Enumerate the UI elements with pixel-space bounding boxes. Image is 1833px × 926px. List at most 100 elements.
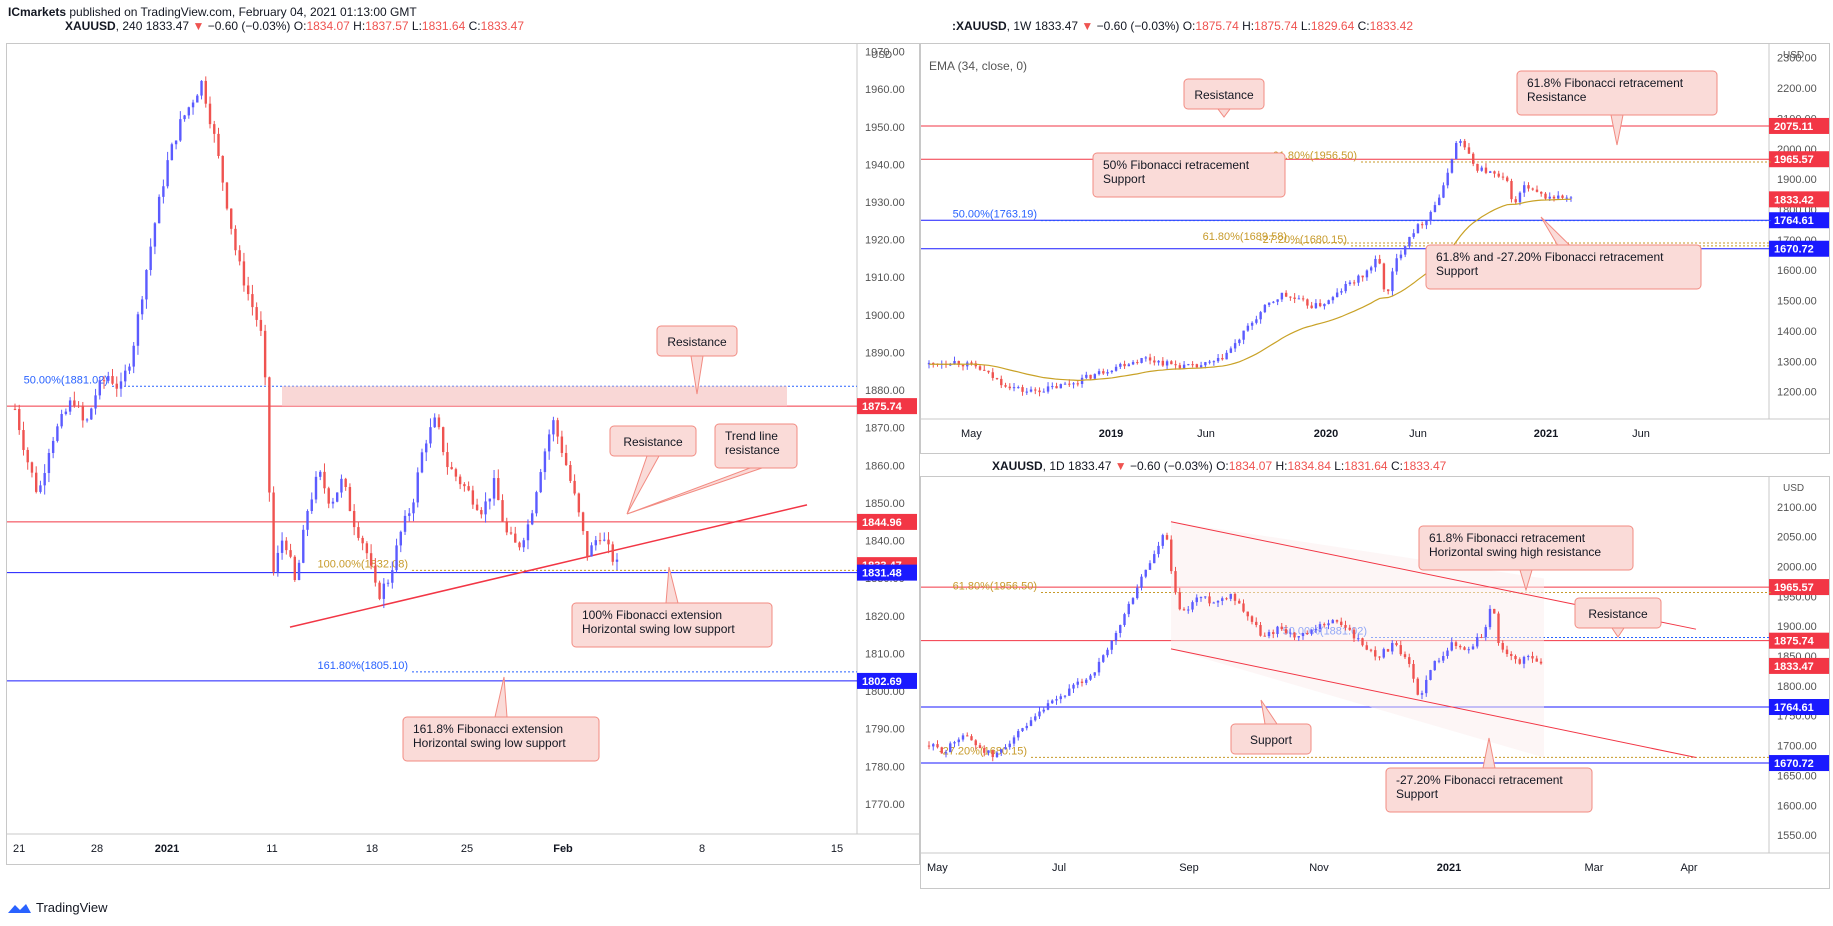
callout-text: Resistance xyxy=(667,335,727,349)
candle xyxy=(458,474,462,490)
candle-body xyxy=(73,400,76,406)
candle xyxy=(1187,606,1190,614)
candle-body xyxy=(957,739,960,743)
candle xyxy=(1106,369,1109,376)
candle xyxy=(1314,299,1318,309)
candle xyxy=(187,106,191,119)
candle xyxy=(927,360,931,369)
candle xyxy=(1276,625,1279,638)
candle xyxy=(1187,363,1190,366)
candle xyxy=(191,99,195,115)
candle xyxy=(1157,360,1160,366)
candle xyxy=(1246,611,1249,621)
candle xyxy=(153,222,157,255)
candle xyxy=(966,360,969,370)
candle xyxy=(1089,374,1092,380)
candle-body xyxy=(1242,603,1245,612)
chart-canvas-h4[interactable]: 1970.00 1960.00 1950.00 1940.00 1930.00 1920.… xyxy=(7,44,919,864)
annotation-callout: Resistance xyxy=(1574,597,1662,638)
candle xyxy=(255,302,258,327)
candle-body xyxy=(225,182,229,209)
candle-body xyxy=(403,515,407,532)
candle-body xyxy=(369,553,373,566)
chart-panel-w1[interactable]: 2300.002200.002100.002000.001900.001800.… xyxy=(920,43,1830,454)
chart-panel-h4[interactable]: 1970.00 1960.00 1950.00 1940.00 1930.00 1920.… xyxy=(6,43,920,865)
candle xyxy=(1480,634,1483,639)
candle xyxy=(1255,617,1258,628)
candle-body xyxy=(34,472,38,492)
candle xyxy=(467,481,470,492)
candle-body xyxy=(1420,224,1424,226)
chart-canvas-d1[interactable]: 2100.002050.002000.001950.001900.001850.… xyxy=(921,477,1829,888)
candle xyxy=(263,324,267,386)
candle-body xyxy=(302,529,305,563)
candle xyxy=(927,741,931,750)
chart-canvas-w1[interactable]: 2300.002200.002100.002000.001900.001800.… xyxy=(921,44,1829,453)
time-tick-label: Jul xyxy=(1052,862,1066,874)
candle-body xyxy=(1110,640,1113,650)
candle xyxy=(259,311,263,337)
candle xyxy=(953,740,956,748)
candle xyxy=(1216,600,1220,607)
callout-text: 61.8% Fibonacci retracement xyxy=(1429,531,1586,545)
candle xyxy=(374,558,377,587)
candle xyxy=(1216,354,1220,363)
candle-body xyxy=(1399,254,1403,259)
candle xyxy=(1178,362,1182,370)
chart-panel-d1[interactable]: 2100.00 2050.00 2000.00 1950.00 1900.00 1850.… xyxy=(920,476,1830,889)
callout-box xyxy=(1385,767,1593,813)
candle-body xyxy=(1123,363,1126,367)
candle-body xyxy=(204,80,207,104)
callout-box xyxy=(571,602,773,648)
candle xyxy=(1025,722,1028,731)
price-tick-label: 1880.00 xyxy=(865,385,905,397)
candle-body xyxy=(1063,695,1067,697)
candle-body xyxy=(1174,571,1177,593)
candle-body xyxy=(1238,600,1241,604)
candle-body xyxy=(77,405,80,407)
candle-body xyxy=(1250,616,1254,622)
candle-body xyxy=(1352,282,1356,284)
candle-body xyxy=(1561,195,1564,198)
candle xyxy=(492,469,496,506)
candle xyxy=(1136,584,1139,600)
candle-body xyxy=(603,539,606,541)
callout-text: Horizontal swing low support xyxy=(582,622,735,636)
candle xyxy=(953,356,956,365)
candle xyxy=(102,376,106,389)
candle xyxy=(1314,624,1317,633)
candle-body xyxy=(1178,365,1182,369)
candle xyxy=(1102,654,1105,664)
candle-body xyxy=(1463,647,1466,650)
candle xyxy=(1208,359,1211,365)
candle-body xyxy=(987,370,990,373)
candle xyxy=(1450,158,1454,174)
candle-body xyxy=(1051,386,1054,388)
price-tag: 1670.72 xyxy=(1769,240,1829,257)
candle-body xyxy=(1352,629,1356,639)
candle-body xyxy=(1182,364,1186,369)
candle-body xyxy=(1140,358,1143,363)
price-tag-label: 1764.61 xyxy=(1774,702,1814,714)
candle xyxy=(344,477,347,491)
candle-body xyxy=(43,473,46,486)
candle-body xyxy=(85,419,89,421)
price-tag: 1833.42 xyxy=(1769,191,1829,208)
candle-body xyxy=(1259,625,1262,636)
candle-body xyxy=(1131,598,1135,604)
candle-body xyxy=(1208,596,1211,604)
symbol-label: XAUUSD xyxy=(65,19,116,33)
candle-body xyxy=(1293,297,1296,300)
candle-body xyxy=(1467,147,1471,154)
candle xyxy=(39,480,42,494)
candle-body xyxy=(234,228,237,251)
callout-pointer xyxy=(1260,699,1278,725)
candle xyxy=(412,498,415,522)
candle xyxy=(1144,356,1148,362)
candle xyxy=(1008,740,1011,750)
tradingview-brand[interactable]: TradingView xyxy=(6,900,108,915)
candle xyxy=(1097,657,1101,676)
candle-body xyxy=(60,413,63,427)
candle xyxy=(577,492,581,517)
ohlc-legend-h4: XAUUSD, 240 1833.47 ▼ −0.60 (−0.03%) O:1… xyxy=(65,19,525,33)
